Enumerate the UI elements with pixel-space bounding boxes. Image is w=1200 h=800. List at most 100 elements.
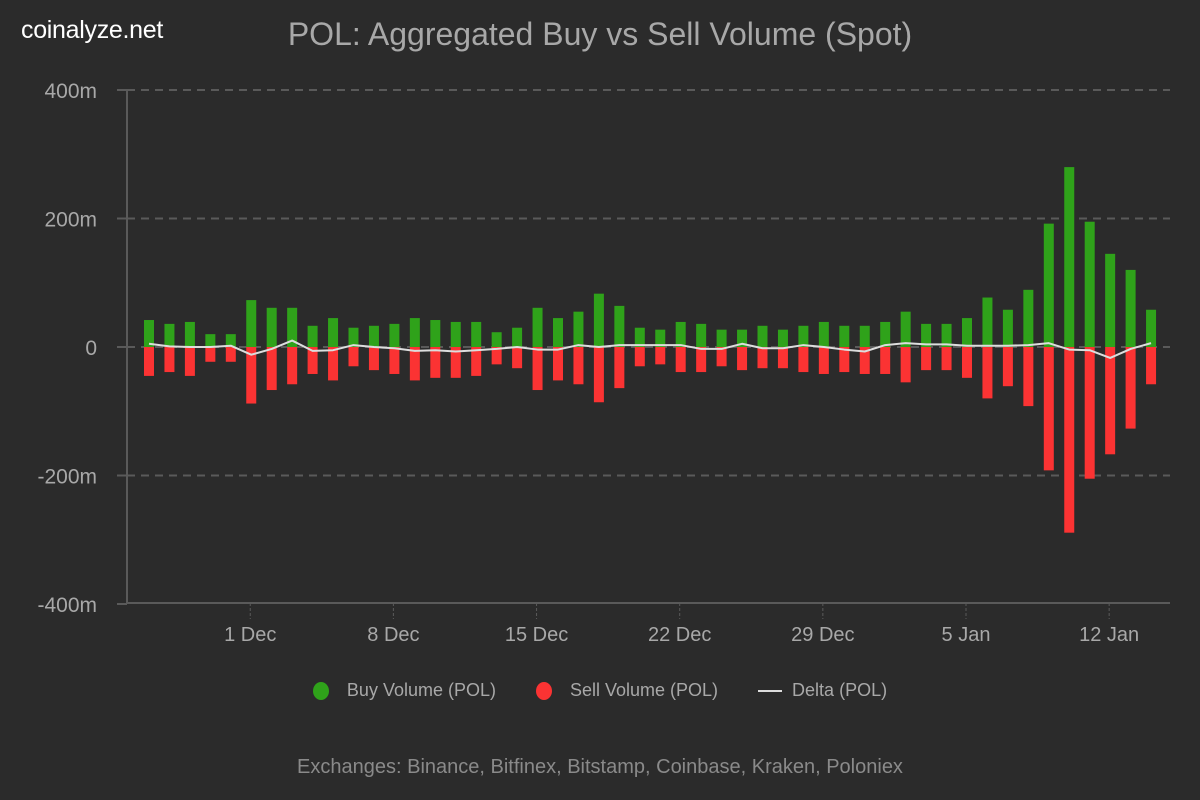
buy-volume-bar <box>368 325 379 347</box>
sell-volume-bar <box>1064 347 1075 533</box>
buy-volume-bar <box>144 320 154 347</box>
sell-volume-bar <box>593 347 604 403</box>
sell-volume-bar <box>389 347 400 374</box>
buy-volume-bar <box>655 329 666 347</box>
x-tick-label: 29 Dec <box>791 624 854 646</box>
buy-volume-bar <box>389 323 400 347</box>
sell-volume-bar <box>553 347 563 381</box>
x-tick-label: 8 Dec <box>367 624 419 646</box>
buy-volume-bar <box>921 323 932 347</box>
sell-volume-bar <box>368 347 379 371</box>
sell-volume-bar <box>941 347 952 371</box>
sell-volume-bar <box>225 347 236 362</box>
sell-volume-bar <box>409 347 420 381</box>
x-tick-label: 1 Dec <box>224 624 276 646</box>
sell-volume-bar <box>655 347 666 365</box>
legend-label-delta: Delta (POL) <box>792 680 888 700</box>
buy-volume-bar <box>450 321 461 347</box>
sell-volume-bar <box>737 347 748 371</box>
chart-title-text: POL: Aggregated Buy vs Sell Volume (Spot… <box>287 16 913 52</box>
buy-volume-bar <box>225 334 236 347</box>
y-axis: 400m 200m 0 -200m -400m <box>37 80 128 617</box>
buy-volume-bar <box>491 332 502 347</box>
sell-volume-bar <box>246 347 257 404</box>
sell-volume-bar <box>962 347 972 378</box>
buy-volume-bar <box>859 325 870 347</box>
x-tick-label: 15 Dec <box>505 624 568 646</box>
sell-volume-bar <box>818 347 829 374</box>
buy-volume-bar <box>573 311 584 347</box>
x-tick-label: 5 Jan <box>942 624 991 646</box>
sell-volume-bar <box>859 347 870 374</box>
sell-volume-bar <box>1125 347 1136 429</box>
sell-volume-bar <box>675 347 686 373</box>
brand-logo[interactable]: coinalyze.net <box>21 16 164 44</box>
buy-legend-dot-icon <box>312 681 329 700</box>
sell-volume-bar <box>471 347 482 376</box>
buy-volume-bar <box>675 321 686 347</box>
sell-volume-bar <box>287 347 298 385</box>
exchanges-footer: Exchanges: Binance, Bitfinex, Bitstamp, … <box>297 756 903 778</box>
sell-volume-bar <box>512 347 523 369</box>
buy-volume-bar <box>1105 253 1116 347</box>
sell-volume-bar <box>900 347 911 383</box>
sell-legend-dot-icon <box>535 681 552 700</box>
sell-volume-bar <box>798 347 809 373</box>
y-tick-label: -200m <box>37 466 97 489</box>
buy-volume-bar <box>1125 269 1136 347</box>
legend-label-sell: Sell Volume (POL) <box>569 680 719 700</box>
buy-volume-bar <box>553 318 563 347</box>
sell-volume-bar <box>1043 347 1054 471</box>
sell-volume-bar <box>430 347 441 378</box>
sell-volume-bar <box>144 347 154 376</box>
buy-volume-bar <box>164 323 175 347</box>
buy-volume-bar <box>328 318 339 347</box>
buy-volume-bar <box>982 297 993 347</box>
buy-volume-bar <box>614 305 625 347</box>
sell-volume-bar <box>982 347 993 399</box>
legend-item-delta[interactable]: Delta (POL) <box>758 680 887 701</box>
sell-volume-bar <box>184 347 195 376</box>
sell-volume-bar <box>696 347 707 373</box>
buy-volume-bar <box>348 327 359 347</box>
buy-volume-bar <box>593 293 604 347</box>
x-tick-label: 22 Dec <box>648 624 711 646</box>
buy-volume-bar <box>1146 309 1157 347</box>
sell-volume-bar <box>1084 347 1095 479</box>
legend-item-sell[interactable]: Sell Volume (POL) <box>535 680 719 701</box>
buy-volume-bar <box>409 318 420 347</box>
y-tick-label: 0 <box>85 337 97 360</box>
sell-volume-bar <box>205 347 216 362</box>
sell-volume-bar <box>348 347 359 367</box>
buy-volume-bar <box>880 321 891 347</box>
sell-volume-bar <box>1023 347 1034 407</box>
legend-item-buy[interactable]: Buy Volume (POL) <box>312 680 496 701</box>
buy-volume-bar <box>307 325 318 347</box>
buy-volume-bar <box>266 307 277 347</box>
sell-volume-bar <box>307 347 318 374</box>
chart-title: POL: Aggregated Buy vs Sell Volume (Spot… <box>0 16 1200 53</box>
buy-volume-bar <box>471 321 482 347</box>
buy-volume-bar <box>798 325 809 347</box>
buy-volume-bar <box>839 325 850 347</box>
buy-volume-bar <box>1043 223 1054 347</box>
buy-volume-bar <box>757 325 768 347</box>
sell-volume-bar <box>839 347 850 373</box>
buy-volume-bar <box>205 334 216 347</box>
x-axis: 1 Dec 8 Dec 15 Dec 22 Dec 29 Dec 5 Jan 12 Jan <box>127 602 1170 646</box>
buy-volume-bar <box>1084 221 1095 347</box>
y-tick-label: 200m <box>44 209 97 232</box>
sell-volume-bar <box>634 347 645 367</box>
buy-volume-bar <box>777 329 788 347</box>
sell-volume-bar <box>573 347 584 385</box>
sell-volume-bar <box>716 347 727 367</box>
delta-legend-line-icon <box>758 689 783 692</box>
sell-volume-bar <box>328 347 339 381</box>
buy-volume-bar <box>512 327 523 347</box>
sell-volume-bar <box>757 347 768 369</box>
buy-volume-bar <box>532 307 543 347</box>
sell-volume-bar <box>777 347 788 369</box>
buy-volume-bar <box>900 311 911 347</box>
buy-volume-bar <box>634 327 645 347</box>
